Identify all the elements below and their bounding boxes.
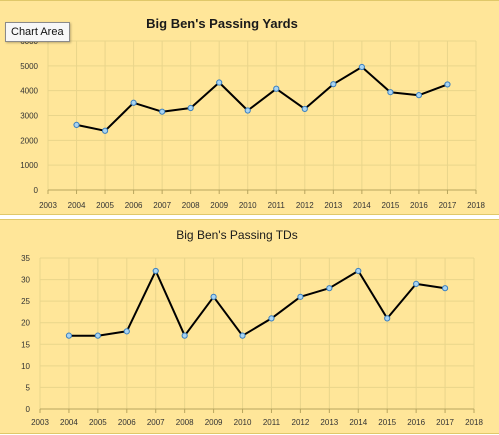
x-tick-label: 2007 (153, 201, 171, 210)
passing-tds-chart-svg: 0 5 10 15 20 25 30 35 2003 2004 2005 2006 2007 2008 20… (21, 228, 483, 427)
data-point (358, 63, 365, 71)
x-tick-label: 2016 (407, 418, 425, 427)
x-tick-label: 2013 (320, 418, 338, 427)
x-tick-label: 2009 (210, 201, 228, 210)
data-point (441, 285, 449, 292)
passing-tds-chart[interactable]: 0 5 10 15 20 25 30 35 2003 2004 2005 2006 2007 2008 20… (0, 219, 499, 434)
data-point (330, 81, 337, 88)
data-point (301, 105, 308, 113)
x-tick-label: 2014 (353, 201, 371, 210)
x-tick-label: 2008 (176, 418, 194, 427)
y-tick-label: 5 (26, 383, 31, 392)
x-tick-label: 2012 (296, 201, 314, 210)
x-tick-label: 2015 (382, 201, 400, 210)
x-tick-label: 2016 (410, 201, 428, 210)
data-point (94, 332, 101, 339)
data-point (273, 85, 280, 92)
x-tick-label: 2003 (31, 418, 49, 427)
y-tick-label: 2000 (20, 136, 38, 145)
series-line (76, 66, 448, 132)
x-tick-label: 2008 (182, 201, 200, 210)
x-tick-label: 2006 (118, 418, 136, 427)
x-tick-label: 2005 (96, 201, 114, 210)
x-tick-label: 2017 (436, 418, 454, 427)
data-point (415, 92, 423, 99)
y-tick-label: 35 (21, 254, 30, 263)
data-point (123, 328, 130, 335)
data-point (65, 332, 73, 339)
x-tick-label: 2006 (125, 201, 143, 210)
y-tick-label: 10 (21, 362, 30, 371)
y-tick-label: 1000 (20, 161, 38, 170)
data-point (355, 267, 362, 275)
y-tick-label: 30 (21, 276, 30, 285)
data-point (130, 99, 137, 106)
data-point (239, 332, 246, 339)
chart-title: Big Ben's Passing Yards (146, 16, 298, 31)
data-point (210, 293, 217, 300)
data-point (326, 285, 333, 292)
data-point (159, 108, 166, 115)
data-point (387, 89, 394, 96)
y-tick-label: 0 (34, 186, 39, 195)
data-point (187, 104, 194, 112)
x-tick-label: 2013 (324, 201, 342, 210)
data-point (268, 315, 275, 322)
x-tick-label: 2017 (439, 201, 457, 210)
y-tick-label: 20 (21, 319, 30, 328)
x-tick-label: 2005 (89, 418, 107, 427)
passing-yards-chart-svg: 0100020003000400050006000200320042005200… (20, 16, 485, 210)
x-tick-label: 2004 (68, 201, 86, 210)
chart-title: Big Ben's Passing TDs (176, 228, 297, 242)
x-tick-label: 2015 (378, 418, 396, 427)
y-tick-label: 5000 (20, 62, 38, 71)
data-point (297, 293, 304, 300)
data-point (384, 315, 391, 322)
y-tick-label: 25 (21, 297, 30, 306)
x-tick-label: 2012 (292, 418, 310, 427)
data-point (244, 107, 251, 114)
x-tick-label: 2004 (60, 418, 78, 427)
data-point (216, 79, 223, 86)
x-tick-label: 2011 (263, 418, 281, 427)
series-line (68, 269, 446, 337)
x-tick-label: 2010 (239, 201, 257, 210)
data-point (413, 280, 420, 287)
data-point (101, 127, 109, 134)
y-tick-label: 4000 (20, 87, 38, 96)
y-tick-label: 15 (21, 340, 30, 349)
x-tick-label: 2018 (467, 201, 485, 210)
x-tick-label: 2003 (39, 201, 57, 210)
data-point (152, 267, 159, 275)
x-tick-label: 2014 (349, 418, 367, 427)
passing-yards-chart[interactable]: 0100020003000400050006000200320042005200… (0, 0, 499, 215)
data-point (444, 81, 451, 88)
chart-area-tooltip: Chart Area (5, 22, 70, 42)
data-point (181, 332, 188, 339)
y-tick-label: 0 (26, 405, 31, 414)
y-tick-label: 3000 (20, 112, 38, 121)
data-point (73, 121, 80, 129)
x-tick-label: 2007 (147, 418, 165, 427)
x-tick-label: 2009 (205, 418, 223, 427)
x-tick-label: 2010 (234, 418, 252, 427)
x-tick-label: 2018 (465, 418, 483, 427)
x-tick-label: 2011 (268, 201, 286, 210)
